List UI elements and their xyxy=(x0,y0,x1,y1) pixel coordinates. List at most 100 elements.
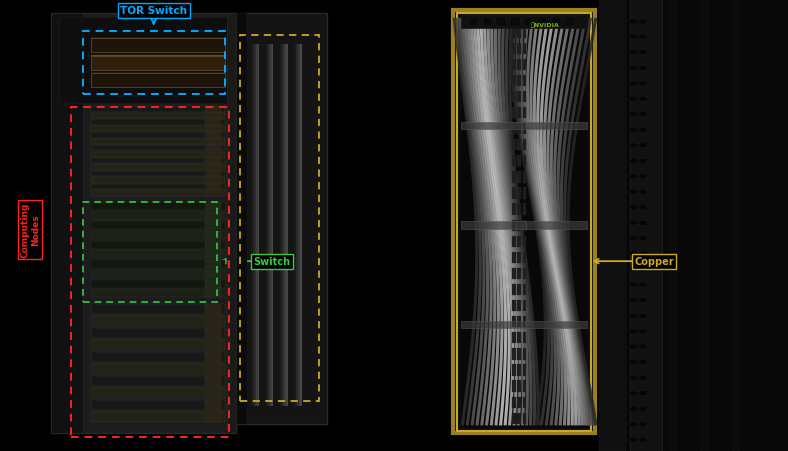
Circle shape xyxy=(629,375,638,381)
Bar xyxy=(522,28,526,39)
Bar xyxy=(91,178,225,183)
Bar xyxy=(461,16,587,29)
Bar xyxy=(518,364,521,376)
Bar xyxy=(240,36,319,401)
Bar xyxy=(91,352,225,362)
Bar xyxy=(512,316,516,327)
Circle shape xyxy=(638,329,648,334)
Bar xyxy=(733,0,739,451)
Bar xyxy=(522,43,526,55)
Bar xyxy=(91,270,225,278)
Bar xyxy=(91,290,225,298)
Circle shape xyxy=(638,35,648,41)
Bar xyxy=(91,159,225,164)
Bar xyxy=(205,340,221,350)
Bar xyxy=(83,203,217,302)
Bar xyxy=(518,28,521,39)
Bar xyxy=(205,178,221,183)
Circle shape xyxy=(629,391,638,396)
Bar xyxy=(518,268,521,280)
Bar xyxy=(670,0,676,451)
Bar xyxy=(91,171,225,177)
Circle shape xyxy=(629,112,638,118)
Bar xyxy=(205,352,221,362)
Bar xyxy=(255,45,256,406)
Bar xyxy=(91,191,225,196)
Bar xyxy=(537,18,547,27)
Bar xyxy=(469,18,478,27)
Bar xyxy=(71,108,229,437)
Bar xyxy=(297,45,299,406)
Bar xyxy=(526,123,587,130)
Text: Switch: Switch xyxy=(254,257,290,267)
Bar xyxy=(512,284,516,295)
Bar xyxy=(522,220,526,231)
Bar xyxy=(286,45,288,406)
Circle shape xyxy=(638,282,648,288)
Bar xyxy=(512,204,516,215)
Bar xyxy=(522,284,526,295)
Bar xyxy=(512,268,516,280)
Bar xyxy=(518,156,521,167)
Circle shape xyxy=(638,252,648,257)
Bar xyxy=(518,204,521,215)
Bar xyxy=(512,300,516,312)
Bar xyxy=(91,412,225,422)
Bar xyxy=(205,126,221,132)
Bar xyxy=(91,165,225,170)
Bar xyxy=(512,92,516,103)
Circle shape xyxy=(629,205,638,211)
Circle shape xyxy=(638,174,648,179)
Bar xyxy=(91,212,225,220)
Bar xyxy=(91,107,225,112)
Circle shape xyxy=(629,51,638,56)
Bar xyxy=(518,252,521,263)
Circle shape xyxy=(629,252,638,257)
Bar xyxy=(522,268,526,280)
Bar xyxy=(518,284,521,295)
Bar xyxy=(512,396,516,408)
Circle shape xyxy=(629,221,638,226)
Text: TOR Switch: TOR Switch xyxy=(120,6,188,16)
Bar xyxy=(522,413,526,424)
Bar xyxy=(270,45,272,406)
Bar xyxy=(518,413,521,424)
Bar xyxy=(552,18,561,27)
Bar xyxy=(461,321,526,328)
Bar xyxy=(205,304,221,314)
Bar xyxy=(205,261,221,268)
Circle shape xyxy=(629,437,638,442)
Bar xyxy=(205,328,221,338)
Circle shape xyxy=(638,189,648,195)
Bar xyxy=(91,133,225,138)
Text: Copper: Copper xyxy=(634,257,674,267)
Bar xyxy=(256,45,258,406)
Circle shape xyxy=(629,236,638,241)
Circle shape xyxy=(638,375,648,381)
Circle shape xyxy=(638,360,648,365)
Circle shape xyxy=(638,205,648,211)
Bar xyxy=(518,92,521,103)
Bar xyxy=(267,45,269,406)
Bar xyxy=(91,261,225,268)
Bar xyxy=(457,14,591,431)
Bar xyxy=(205,191,221,196)
Bar xyxy=(522,188,526,199)
Bar xyxy=(91,126,225,132)
Circle shape xyxy=(638,81,648,87)
Circle shape xyxy=(638,313,648,319)
Bar xyxy=(512,108,516,119)
Bar xyxy=(91,388,225,398)
Bar xyxy=(518,140,521,151)
Bar xyxy=(512,252,516,263)
Bar xyxy=(91,400,225,410)
Bar xyxy=(205,114,221,119)
Bar xyxy=(701,0,708,451)
Bar xyxy=(51,14,83,433)
Bar xyxy=(522,349,526,360)
Bar xyxy=(91,74,225,88)
Bar xyxy=(522,140,526,151)
Circle shape xyxy=(638,422,648,427)
Bar xyxy=(522,300,526,312)
Circle shape xyxy=(629,282,638,288)
